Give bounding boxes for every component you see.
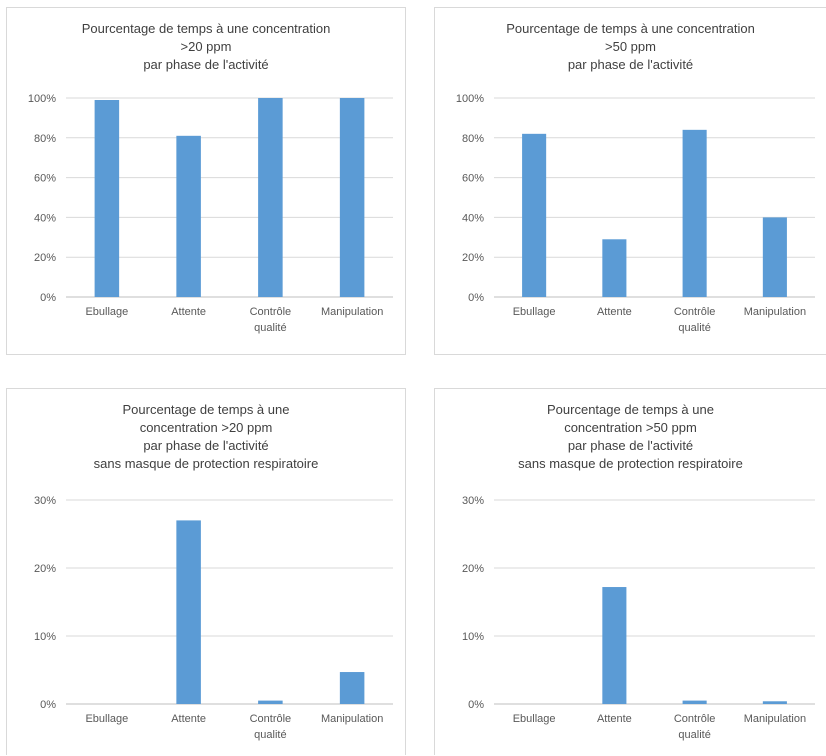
bar xyxy=(522,133,547,297)
y-tick-label: 80% xyxy=(34,133,56,145)
y-tick-label: 100% xyxy=(28,93,56,105)
chart-panel: Pourcentage de temps à une concentration… xyxy=(6,388,406,755)
bar xyxy=(94,99,120,298)
bar xyxy=(602,587,627,704)
chart-title-line: concentration >50 ppm xyxy=(564,420,697,435)
chart-title-line: sans masque de protection respiratoire xyxy=(518,456,743,471)
y-tick-label: 10% xyxy=(34,631,56,643)
y-tick-label: 20% xyxy=(462,252,484,264)
bar xyxy=(339,672,365,704)
chart-title-line: Pourcentage de temps à une xyxy=(122,402,290,417)
y-tick-label: 60% xyxy=(34,173,56,185)
bar-chart: 0% 10% 20% 30% Ebullage Attente Contrôle qualit… xyxy=(462,495,815,741)
chart-title-line: par phase de l'activité xyxy=(567,57,694,72)
y-tick-label: 0% xyxy=(468,699,484,711)
y-tick-label: 30% xyxy=(34,495,56,507)
chart-title-line: >20 ppm xyxy=(180,39,232,54)
x-tick-label: Manipulation xyxy=(321,713,383,725)
bar xyxy=(602,239,627,297)
y-tick-label: 20% xyxy=(34,563,56,575)
x-tick-label: qualité xyxy=(254,322,286,334)
chart-title: Pourcentage de temps à une concentration… xyxy=(7,401,405,473)
x-tick-label: Contrôle xyxy=(250,306,292,318)
chart-title-line: sans masque de protection respiratoire xyxy=(93,456,319,471)
x-tick-label: Contrôle xyxy=(250,713,292,725)
x-tick-label: Ebullage xyxy=(85,713,128,725)
chart-title-line: concentration >20 ppm xyxy=(139,420,273,435)
bar xyxy=(258,98,283,297)
y-tick-label: 0% xyxy=(40,292,56,304)
x-tick-label: Manipulation xyxy=(321,306,383,318)
bar xyxy=(762,701,787,704)
y-tick-label: 10% xyxy=(462,631,484,643)
bar-chart: 0% 20% 40% 60% 80% 100% Ebullage Attente Contrôl… xyxy=(456,93,815,334)
x-tick-label: Ebullage xyxy=(85,306,128,318)
y-tick-label: 40% xyxy=(34,212,56,224)
chart-title-line: Pourcentage de temps à une xyxy=(547,402,714,417)
chart-title-line: par phase de l'activité xyxy=(143,438,269,453)
bar xyxy=(682,129,707,297)
chart-panel: Pourcentage de temps à une concentration… xyxy=(434,7,826,355)
bar xyxy=(339,98,365,297)
bar xyxy=(762,217,787,297)
x-tick-label: Ebullage xyxy=(513,306,556,318)
chart-title-line: >50 ppm xyxy=(605,39,656,54)
chart-title: Pourcentage de temps à une concentration… xyxy=(435,401,826,473)
bar xyxy=(258,700,283,704)
chart-panel: Pourcentage de temps à une concentration… xyxy=(6,7,406,355)
bar-chart: 0% 20% 40% 60% 80% 100% Ebullage Attente Contrôl… xyxy=(28,93,393,334)
y-tick-label: 20% xyxy=(462,563,484,575)
x-tick-label: Attente xyxy=(171,713,206,725)
bar xyxy=(682,700,707,704)
chart-title: Pourcentage de temps à une concentration… xyxy=(435,20,826,74)
y-tick-label: 60% xyxy=(462,173,484,185)
chart-title-line: Pourcentage de temps à une concentration xyxy=(506,21,755,36)
y-tick-label: 0% xyxy=(468,292,484,304)
chart-title: Pourcentage de temps à une concentration… xyxy=(7,20,405,74)
x-tick-label: qualité xyxy=(678,729,710,741)
chart-title-line: par phase de l'activité xyxy=(143,57,269,72)
y-tick-label: 100% xyxy=(456,93,484,105)
chart-panel: Pourcentage de temps à une concentration… xyxy=(434,388,826,755)
bar xyxy=(176,135,201,297)
x-tick-label: Manipulation xyxy=(744,306,806,318)
x-tick-label: Manipulation xyxy=(744,713,806,725)
x-tick-label: qualité xyxy=(678,322,710,334)
y-tick-label: 30% xyxy=(462,495,484,507)
x-tick-label: qualité xyxy=(254,729,286,741)
x-tick-label: Contrôle xyxy=(674,713,716,725)
x-tick-label: Attente xyxy=(597,306,632,318)
chart-title-line: Pourcentage de temps à une concentration xyxy=(81,21,331,36)
x-tick-label: Attente xyxy=(171,306,206,318)
chart-title-line: par phase de l'activité xyxy=(567,438,694,453)
y-tick-label: 40% xyxy=(462,212,484,224)
x-tick-label: Contrôle xyxy=(674,306,716,318)
bar-chart: 0% 10% 20% 30% Ebullage Attente Contrôle qualit… xyxy=(34,495,393,741)
y-tick-label: 20% xyxy=(34,252,56,264)
bar xyxy=(176,520,201,704)
y-tick-label: 80% xyxy=(462,133,484,145)
x-tick-label: Ebullage xyxy=(513,713,556,725)
y-tick-label: 0% xyxy=(40,699,56,711)
x-tick-label: Attente xyxy=(597,713,632,725)
